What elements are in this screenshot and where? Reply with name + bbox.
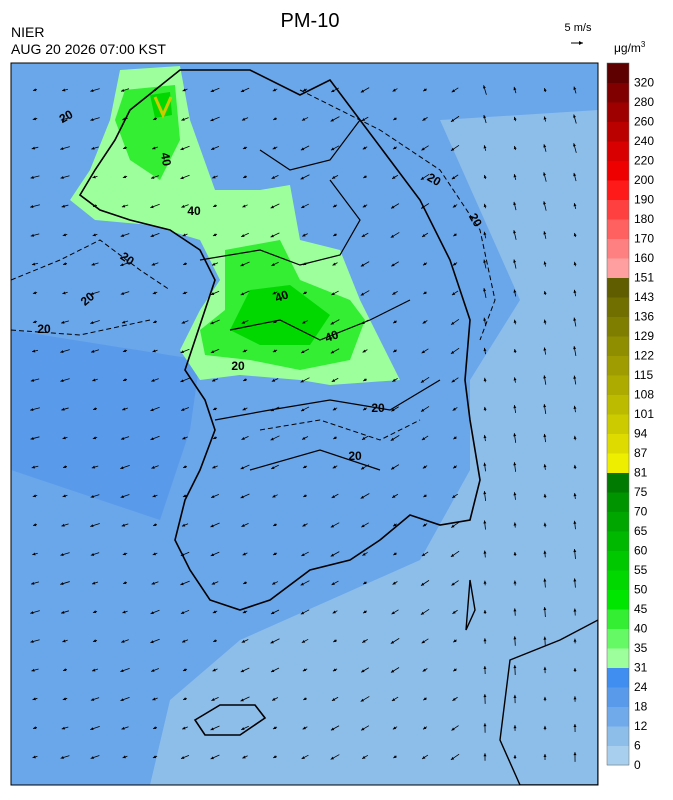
colorbar-label: 0 <box>634 758 641 772</box>
colorbar-segment <box>607 453 629 473</box>
contour-label: 40 <box>158 152 174 168</box>
colorbar-label: 35 <box>634 641 648 655</box>
colorbar-label: 320 <box>634 76 654 90</box>
colorbar-segment <box>607 102 629 122</box>
wind-scale-label: 5 m/s <box>565 22 592 34</box>
colorbar-label: 122 <box>634 349 654 363</box>
datetime: AUG 20 2026 07:00 KST <box>11 41 166 57</box>
contour-label: 20 <box>37 322 51 336</box>
colorbar-label: 101 <box>634 407 654 421</box>
colorbar-segment <box>607 63 629 83</box>
colorbar-segment <box>607 570 629 590</box>
colorbar-label: 6 <box>634 739 641 753</box>
colorbar-segment <box>607 668 629 688</box>
colorbar-segment <box>607 239 629 259</box>
colorbar-label: 50 <box>634 583 648 597</box>
colorbar-segment <box>607 395 629 415</box>
colorbar-segment <box>607 414 629 434</box>
colorbar-label: 190 <box>634 193 654 207</box>
colorbar-label: 24 <box>634 680 648 694</box>
colorbar-label: 240 <box>634 134 654 148</box>
contour-label: 40 <box>187 204 201 218</box>
colorbar-label: 260 <box>634 115 654 129</box>
unit-text: μg/m <box>614 41 641 55</box>
map <box>11 63 598 785</box>
colorbar-segment <box>607 258 629 278</box>
colorbar-segment <box>607 512 629 532</box>
colorbar-label: 75 <box>634 485 648 499</box>
colorbar-segment <box>607 707 629 727</box>
unit-sup: 3 <box>641 40 646 49</box>
title: PM-10 <box>281 10 340 32</box>
colorbar-segment <box>607 629 629 649</box>
colorbar-segment <box>607 726 629 746</box>
colorbar-segment <box>607 141 629 161</box>
colorbar-label: 200 <box>634 173 654 187</box>
colorbar-label: 87 <box>634 446 648 460</box>
colorbar-label: 170 <box>634 232 654 246</box>
colorbar-label: 45 <box>634 602 648 616</box>
colorbar-label: 60 <box>634 544 648 558</box>
colorbar-label: 31 <box>634 661 648 675</box>
colorbar-segment <box>607 609 629 629</box>
colorbar-label: 220 <box>634 154 654 168</box>
colorbar-label: 115 <box>634 368 653 382</box>
contour-label: 20 <box>231 359 245 373</box>
colorbar-label: 81 <box>634 466 648 480</box>
unit: μg/m3 <box>614 40 646 55</box>
colorbar-label: 70 <box>634 505 648 519</box>
colorbar-label: 180 <box>634 212 654 226</box>
colorbar-segment <box>607 200 629 220</box>
colorbar-label: 129 <box>634 329 654 343</box>
colorbar-segment <box>607 161 629 181</box>
colorbar-segment <box>607 531 629 551</box>
colorbar: 0 6 12 18 24 31 35 40 45 50 55 60 65 70 75 81 87 94 101 108… <box>607 63 654 772</box>
colorbar-segment <box>607 278 629 298</box>
colorbar-label: 94 <box>634 427 648 441</box>
colorbar-label: 40 <box>634 622 648 636</box>
colorbar-label: 151 <box>634 271 654 285</box>
colorbar-segment <box>607 122 629 142</box>
colorbar-segment <box>607 297 629 317</box>
colorbar-label: 280 <box>634 95 654 109</box>
colorbar-segment <box>607 336 629 356</box>
colorbar-segment <box>607 83 629 103</box>
colorbar-label: 65 <box>634 524 648 538</box>
colorbar-segment <box>607 746 629 766</box>
colorbar-segment <box>607 219 629 239</box>
contour-label: 20 <box>371 401 385 415</box>
colorbar-segment <box>607 375 629 395</box>
colorbar-label: 143 <box>634 290 654 304</box>
colorbar-segment <box>607 551 629 571</box>
colorbar-label: 108 <box>634 388 654 402</box>
colorbar-label: 12 <box>634 719 648 733</box>
colorbar-label: 136 <box>634 310 654 324</box>
wind-scale-arrowhead <box>579 41 583 45</box>
colorbar-segment <box>607 648 629 668</box>
colorbar-segment <box>607 590 629 610</box>
colorbar-label: 55 <box>634 563 648 577</box>
agency: NIER <box>11 24 44 40</box>
contour-label: 20 <box>348 449 362 463</box>
colorbar-segment <box>607 180 629 200</box>
colorbar-segment <box>607 434 629 454</box>
colorbar-segment <box>607 317 629 337</box>
colorbar-segment <box>607 687 629 707</box>
colorbar-label: 18 <box>634 700 648 714</box>
colorbar-segment <box>607 356 629 376</box>
colorbar-segment <box>607 492 629 512</box>
colorbar-label: 160 <box>634 251 654 265</box>
colorbar-segment <box>607 473 629 493</box>
